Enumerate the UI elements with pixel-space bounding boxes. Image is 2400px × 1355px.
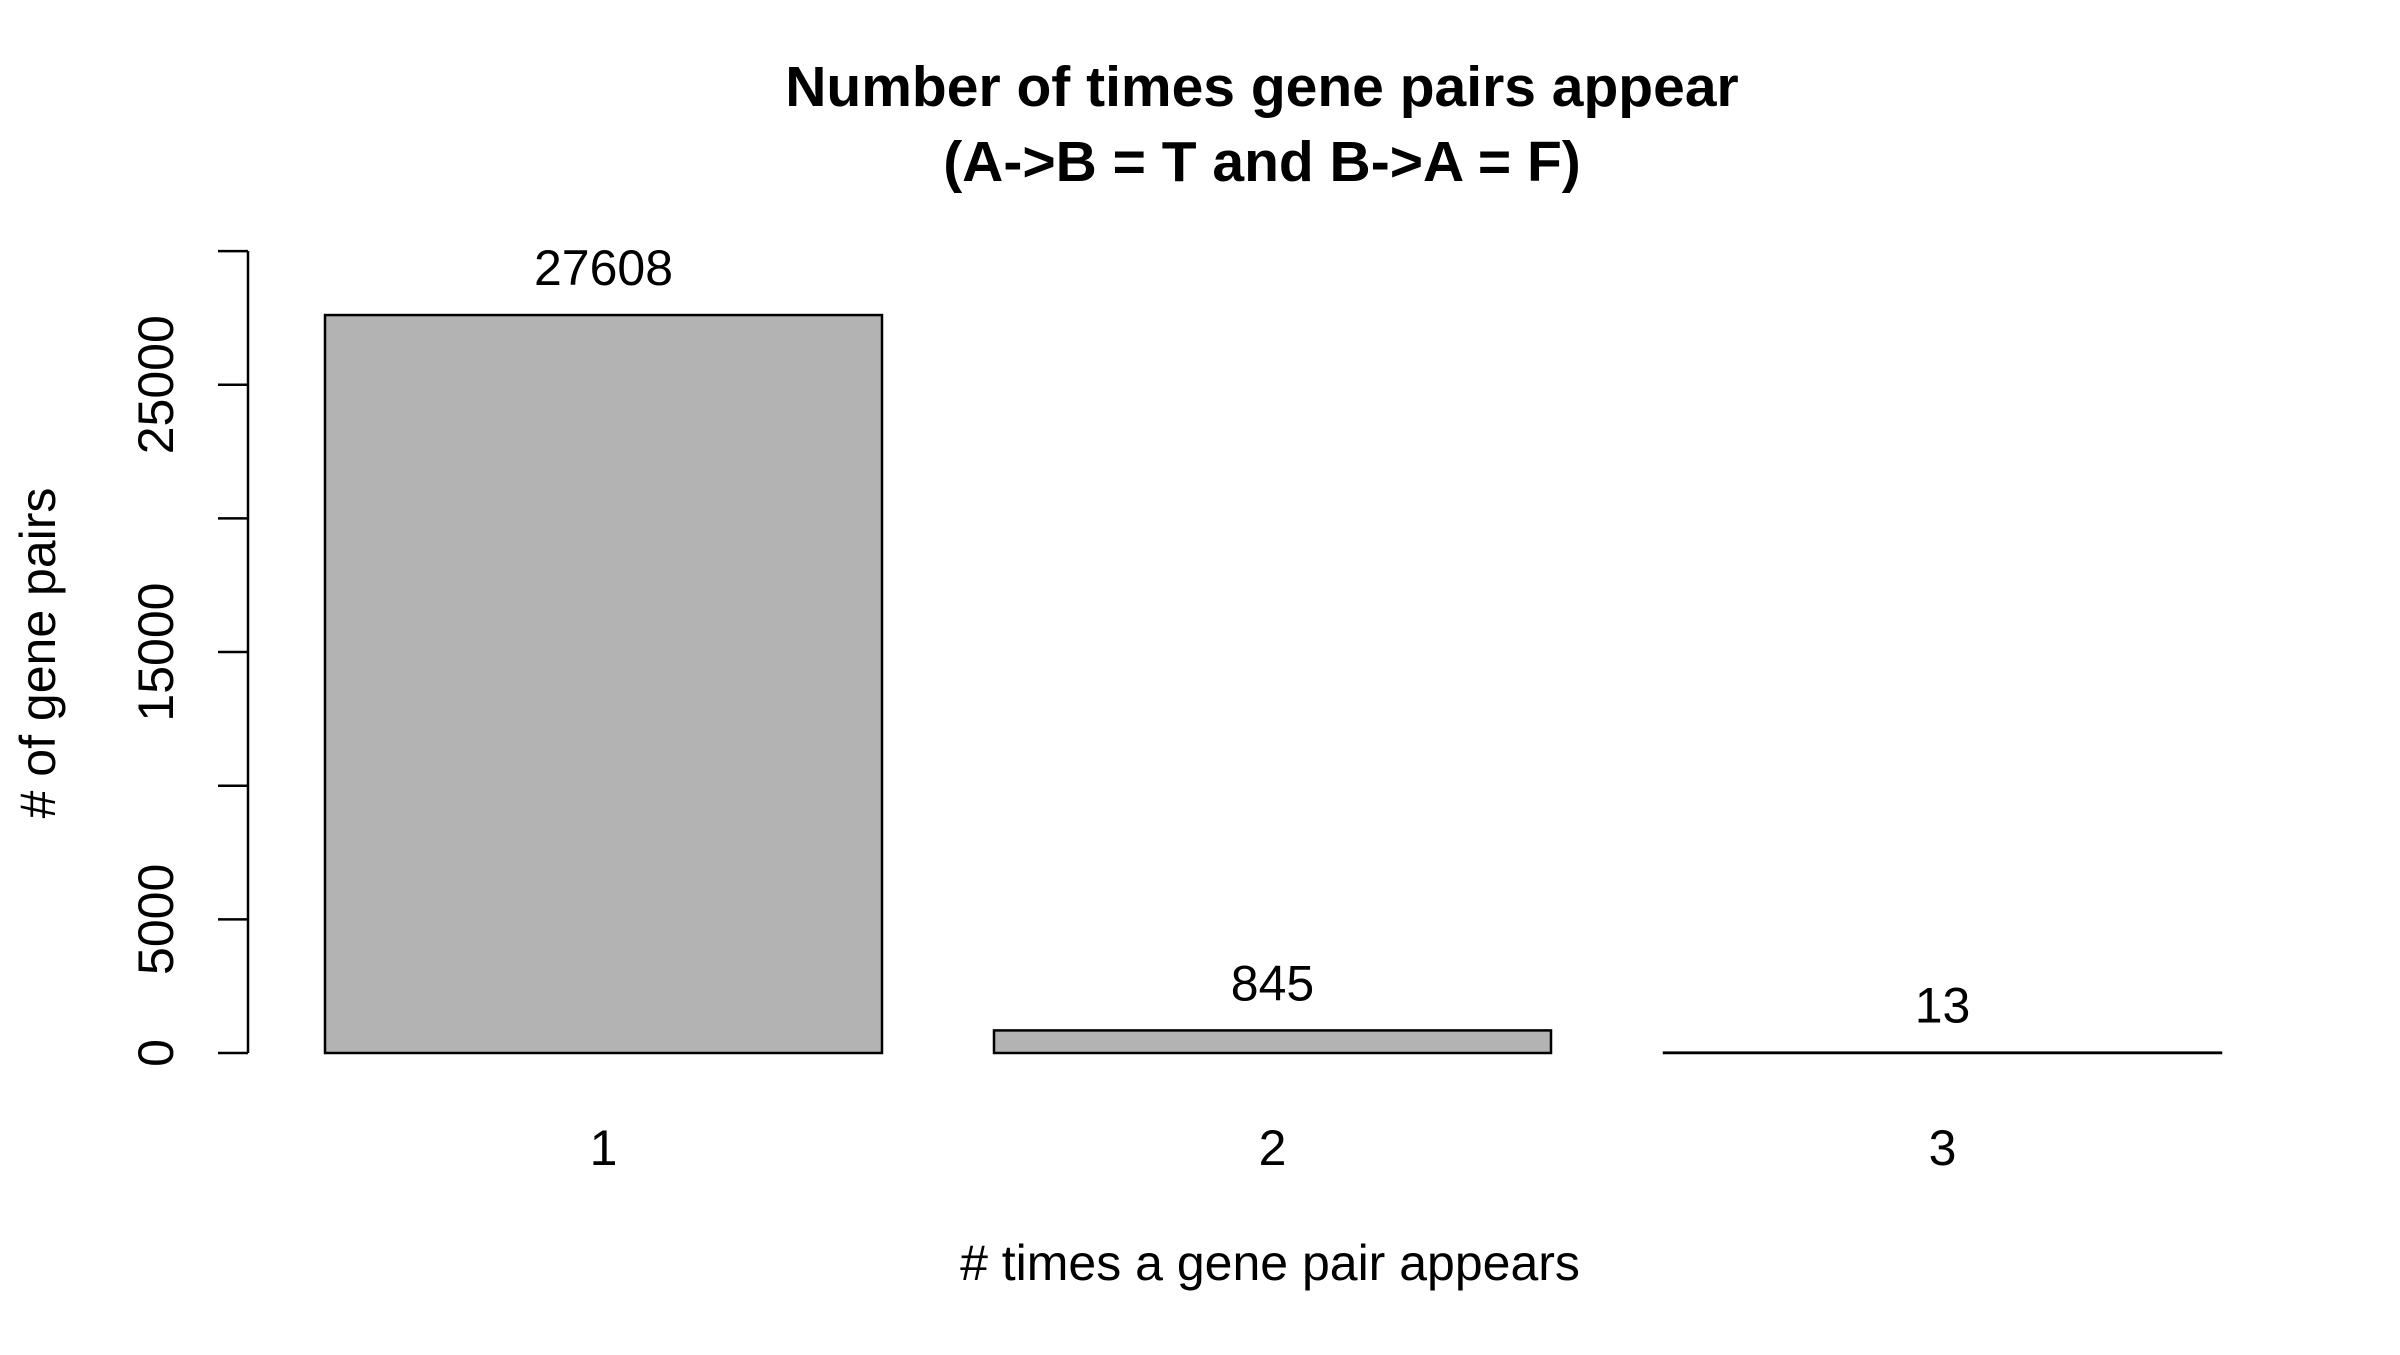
y-tick-label: 25000 — [128, 315, 184, 454]
x-tick-label: 1 — [590, 1120, 618, 1176]
data-label: 27608 — [534, 240, 673, 296]
data-label: 13 — [1915, 978, 1971, 1034]
x-tick-label: 2 — [1259, 1120, 1287, 1176]
y-axis-label: # of gene pairs — [10, 488, 66, 819]
y-axis: 0 5000 15000 25000 — [128, 251, 248, 1067]
x-tick-labels: 1 2 3 — [590, 1120, 1957, 1176]
y-tick-label: 15000 — [128, 583, 184, 722]
bars: 27608 845 13 — [325, 240, 2221, 1053]
y-tick-label: 0 — [128, 1039, 184, 1067]
x-axis-label: # times a gene pair appears — [960, 1235, 1580, 1291]
x-tick-label: 3 — [1929, 1120, 1957, 1176]
bar-1 — [325, 315, 882, 1053]
y-tick-label: 5000 — [128, 864, 184, 975]
data-label: 845 — [1231, 955, 1314, 1011]
bar-2 — [994, 1030, 1551, 1053]
chart-title-line-1: Number of times gene pairs appear — [785, 55, 1738, 119]
chart-title-line-2: (A->B = T and B->A = F) — [943, 130, 1581, 194]
